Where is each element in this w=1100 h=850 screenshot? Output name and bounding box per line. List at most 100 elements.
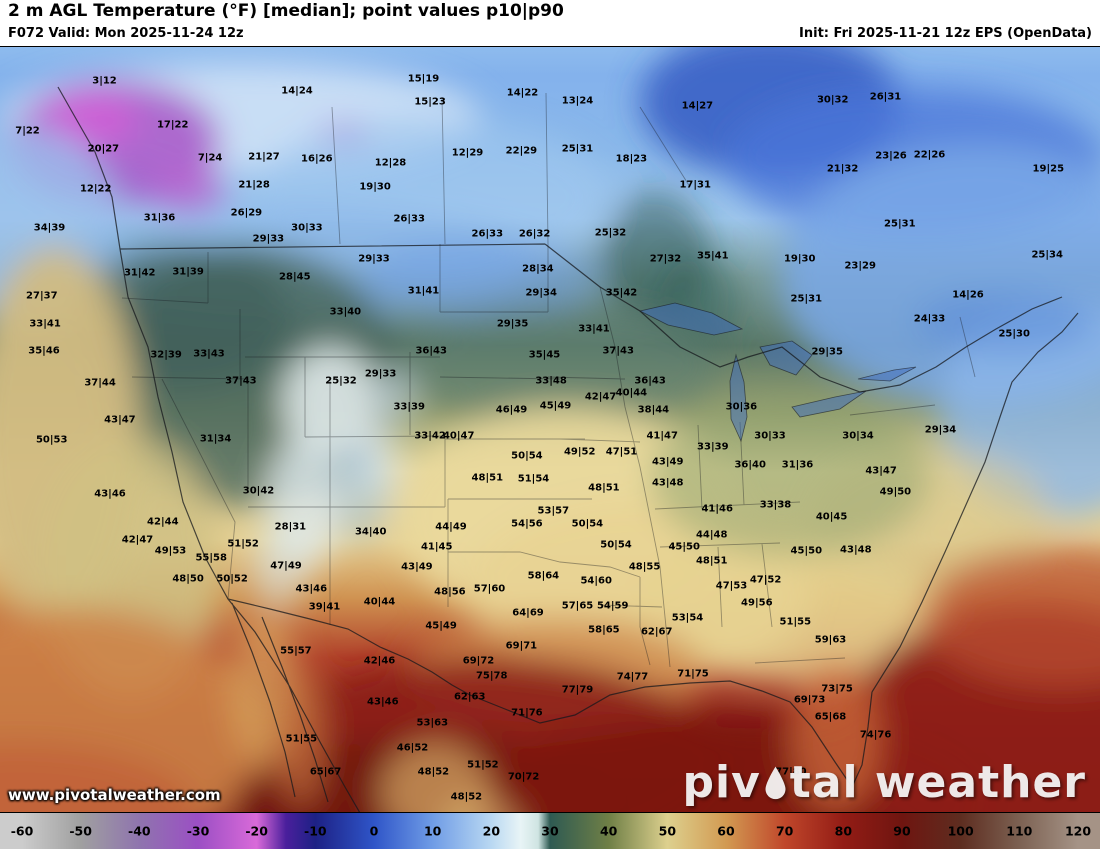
point-value: 53|54 <box>671 612 704 624</box>
point-value: 12|22 <box>79 183 112 195</box>
point-value: 19|25 <box>1032 163 1065 175</box>
point-value: 36|43 <box>415 345 447 357</box>
point-value: 23|26 <box>875 150 907 162</box>
map-borders <box>57 86 1079 812</box>
colorbar-tick-label: 30 <box>541 823 559 839</box>
point-value: 29|34 <box>525 287 557 299</box>
point-value: 21|28 <box>238 179 270 191</box>
point-value: 43|46 <box>367 696 399 708</box>
point-value: 23|29 <box>844 260 876 272</box>
point-value: 30|34 <box>842 430 874 442</box>
point-value: 49|50 <box>879 486 912 498</box>
point-value: 54|60 <box>580 575 612 587</box>
point-value: 55|57 <box>280 645 312 657</box>
point-value: 35|42 <box>605 287 638 299</box>
point-value: 42|47 <box>121 534 154 546</box>
point-value: 19|30 <box>359 181 391 193</box>
point-value: 45|49 <box>425 620 457 632</box>
logo-text-left: piv <box>682 757 761 808</box>
point-value: 43|47 <box>104 414 136 426</box>
point-value: 40|47 <box>442 430 475 442</box>
point-value: 51|52 <box>227 538 259 550</box>
point-value: 59|63 <box>814 634 847 646</box>
point-value: 41|45 <box>420 541 453 553</box>
point-value: 53|57 <box>537 505 570 517</box>
point-value: 35|45 <box>528 349 561 361</box>
point-value: 14|26 <box>952 289 984 301</box>
coastline <box>57 86 1079 812</box>
point-value: 48|51 <box>471 472 504 484</box>
point-value: 25|31 <box>561 143 594 155</box>
colorbar-tick-label: 90 <box>893 823 911 839</box>
colorbar-tick-label: 70 <box>775 823 794 839</box>
point-value: 77|79 <box>561 684 594 696</box>
point-value: 26|31 <box>869 91 902 103</box>
page-title: 2 m AGL Temperature (°F) [median]; point… <box>8 1 564 21</box>
point-value: 14|22 <box>506 87 539 99</box>
point-value: 30|42 <box>242 485 275 497</box>
point-value: 44|49 <box>435 521 467 533</box>
temperature-map: 3|12 17|22 7|22 20|27 14|24 15|19 15|23 14|22 13… <box>0 46 1100 812</box>
colorbar-tick-label: -50 <box>69 823 92 839</box>
point-value: 14|27 <box>681 100 714 112</box>
point-value: 43|46 <box>94 488 126 500</box>
colorbar-tick-label: -10 <box>304 823 327 839</box>
point-value: 25|31 <box>790 293 823 305</box>
point-value: 25|34 <box>1031 249 1063 261</box>
point-value: 50|53 <box>35 434 68 446</box>
point-value: 57|65 <box>561 600 594 612</box>
point-value: 28|31 <box>274 521 307 533</box>
watermark-url: www.pivotalweather.com <box>8 786 221 804</box>
point-value: 21|27 <box>248 151 280 163</box>
point-value: 7|22 <box>15 125 40 137</box>
point-value: 33|41 <box>29 318 61 330</box>
point-value: 3|12 <box>92 75 117 87</box>
point-value: 37|43 <box>602 345 634 357</box>
point-value: 48|52 <box>417 766 450 778</box>
colorbar-tick-label: 60 <box>717 823 735 839</box>
point-value: 29|33 <box>364 368 397 380</box>
point-value: 54|56 <box>511 518 543 530</box>
point-value: 36|40 <box>734 459 766 471</box>
great-lakes <box>638 302 917 443</box>
point-value: 50|52 <box>216 573 248 585</box>
point-value: 50|54 <box>571 518 604 530</box>
pivotal-weather-logo: piv tal weather <box>683 757 1086 808</box>
point-value: 37|44 <box>84 377 116 389</box>
temperature-field <box>0 47 1100 812</box>
point-value: 16|26 <box>301 153 333 165</box>
point-value: 47|52 <box>749 574 782 586</box>
point-value: 30|36 <box>725 401 758 413</box>
point-value: 29|33 <box>252 233 285 245</box>
point-value: 70|72 <box>507 771 540 783</box>
point-value: 62|67 <box>640 626 673 638</box>
point-value: 33|40 <box>329 306 362 318</box>
point-value: 73|75 <box>821 683 853 695</box>
colorbar-tick-label: 100 <box>947 823 974 839</box>
point-value: 37|43 <box>225 375 257 387</box>
point-value: 17|22 <box>156 119 189 131</box>
point-value: 49|56 <box>741 597 773 609</box>
point-value: 50|54 <box>600 539 632 551</box>
colorbar-tick-label: 80 <box>834 823 853 839</box>
point-value: 33|41 <box>578 323 610 335</box>
point-value: 39|41 <box>308 601 341 613</box>
point-value: 48|50 <box>172 573 204 585</box>
point-value: 12|29 <box>451 147 484 159</box>
point-value: 69|72 <box>462 655 495 667</box>
colorbar-tick-label: 20 <box>482 823 501 839</box>
logo-text-right: tal weather <box>789 757 1086 808</box>
point-value: 53|63 <box>416 717 449 729</box>
point-value: 47|53 <box>715 580 748 592</box>
point-value: 12|28 <box>374 157 407 168</box>
point-value: 15|23 <box>414 96 446 108</box>
point-value: 19|30 <box>783 253 816 265</box>
point-value: 15|19 <box>407 73 440 85</box>
colorbar-tick-label: 40 <box>599 823 618 839</box>
state-borders <box>121 92 976 668</box>
point-value: 32|39 <box>150 349 182 361</box>
point-value: 69|71 <box>505 640 538 652</box>
point-value: 43|48 <box>651 477 684 489</box>
water-drop-icon <box>765 766 786 800</box>
point-value: 24|33 <box>913 313 946 325</box>
